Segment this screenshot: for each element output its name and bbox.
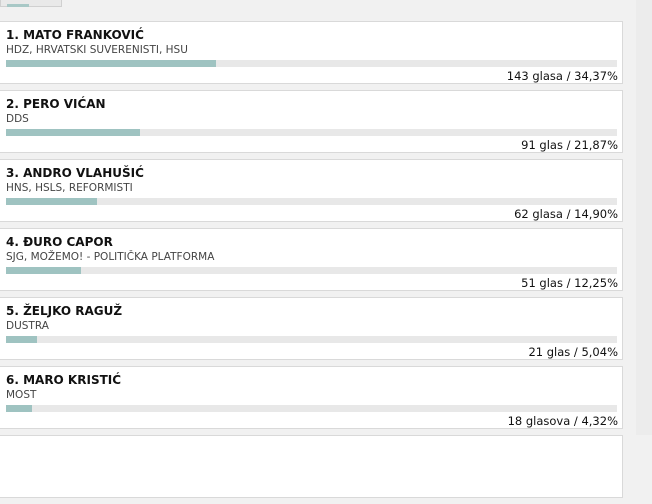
- candidate-name: 5. ŽELJKO RAGUŽ: [6, 304, 123, 318]
- vote-bar-fill: [6, 198, 97, 205]
- candidate-name: 6. MARO KRISTIĆ: [6, 373, 122, 387]
- vote-result: 143 glasa / 34,37%: [506, 69, 618, 83]
- candidate-card: 1. MATO FRANKOVIĆ HDZ, HRVATSKI SUVERENI…: [0, 21, 623, 84]
- tab-accent: [7, 4, 29, 7]
- candidate-party: HDZ, HRVATSKI SUVERENISTI, HSU: [6, 44, 188, 56]
- candidate-name: 1. MATO FRANKOVIĆ: [6, 28, 144, 42]
- vote-bar-fill: [6, 405, 32, 412]
- vote-result: 51 glas / 12,25%: [521, 276, 618, 290]
- vote-bar-track: [6, 405, 617, 412]
- vote-bar-track: [6, 60, 617, 67]
- candidate-party: MOST: [6, 389, 37, 401]
- vote-result: 21 glas / 5,04%: [528, 345, 618, 359]
- vote-bar-fill: [6, 60, 216, 67]
- vote-result: 91 glas / 21,87%: [521, 138, 618, 152]
- vote-bar-track: [6, 336, 617, 343]
- candidate-name: 2. PERO VIĆAN: [6, 97, 106, 111]
- vote-bar-fill: [6, 129, 140, 136]
- candidate-card: 3. ANDRO VLAHUŠIĆ HNS, HSLS, REFORMISTI …: [0, 159, 623, 222]
- candidate-card: 2. PERO VIĆAN DDS 91 glas / 21,87%: [0, 90, 623, 153]
- candidate-party: DUSTRA: [6, 320, 49, 332]
- results-list: 1. MATO FRANKOVIĆ HDZ, HRVATSKI SUVERENI…: [0, 21, 623, 504]
- candidate-card-partial: [0, 435, 623, 498]
- candidate-party: DDS: [6, 113, 29, 125]
- top-tab[interactable]: [0, 0, 62, 7]
- candidate-party: SJG, MOŽEMO! - POLITIČKA PLATFORMA: [6, 251, 215, 263]
- vote-bar-track: [6, 267, 617, 274]
- vote-bar-fill: [6, 336, 37, 343]
- vote-result: 18 glasova / 4,32%: [507, 414, 618, 428]
- vote-result: 62 glasa / 14,90%: [514, 207, 618, 221]
- candidate-card: 6. MARO KRISTIĆ MOST 18 glasova / 4,32%: [0, 366, 623, 429]
- vote-bar-fill: [6, 267, 81, 274]
- candidate-card: 5. ŽELJKO RAGUŽ DUSTRA 21 glas / 5,04%: [0, 297, 623, 360]
- page-side-strip: [636, 0, 652, 435]
- candidate-name: 3. ANDRO VLAHUŠIĆ: [6, 166, 144, 180]
- candidate-name: 4. ĐURO CAPOR: [6, 235, 113, 249]
- candidate-card: 4. ĐURO CAPOR SJG, MOŽEMO! - POLITIČKA P…: [0, 228, 623, 291]
- vote-bar-track: [6, 129, 617, 136]
- vote-bar-track: [6, 198, 617, 205]
- candidate-party: HNS, HSLS, REFORMISTI: [6, 182, 133, 194]
